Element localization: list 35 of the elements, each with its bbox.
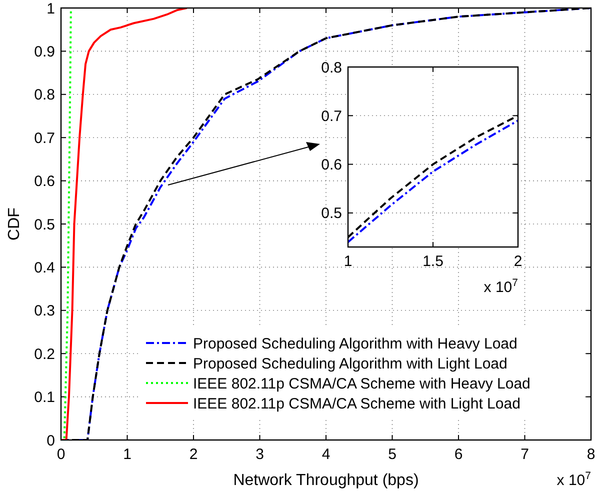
y-tick-label: 0.4 — [34, 259, 55, 276]
y-tick-label: 0.9 — [34, 43, 55, 60]
x-tick-label: 8 — [586, 446, 596, 463]
y-tick-label: 0.7 — [34, 130, 55, 147]
y-tick-label: 0.5 — [321, 205, 342, 222]
y-tick-label: 0.5 — [34, 216, 55, 234]
y-tick-label: 1 — [46, 0, 55, 18]
x-tick-label: 3 — [256, 446, 264, 463]
y-tick-label: 0.7 — [321, 108, 342, 125]
x-tick-label: 4 — [322, 446, 330, 463]
y-tick-label: 0.8 — [34, 86, 55, 104]
x-tick-label: 2 — [189, 446, 198, 463]
x-tick-label: 5 — [388, 446, 396, 463]
y-tick-label: 0 — [46, 432, 55, 450]
x-tick-label: 1.5 — [422, 253, 444, 270]
y-tick-label: 0.1 — [34, 389, 55, 406]
y-tick-label: 0.3 — [34, 302, 55, 320]
legend-label: Proposed Scheduling Algorithm with Heavy Load — [193, 335, 518, 352]
legend-label: Proposed Scheduling Algorithm with Light Load — [193, 355, 508, 372]
y-tick-label: 0.6 — [321, 156, 342, 174]
x-tick-label: 2 — [514, 253, 522, 270]
annotation: x 10$^{7}$ — [484, 277, 518, 296]
line-series — [61, 8, 188, 440]
y-tick-label: 0.8 — [321, 59, 342, 76]
y-axis-title: CDF — [6, 207, 23, 240]
legend-label: IEEE 802.11p CSMA/CA Scheme with Light Load — [193, 395, 520, 412]
x-tick-label: 6 — [454, 446, 463, 463]
x-tick-label: 1 — [123, 446, 132, 463]
x-tick-label: 1 — [344, 253, 352, 270]
y-tick-label: 0.2 — [34, 346, 55, 363]
y-tick-label: 0.6 — [34, 173, 55, 190]
text: x 10$^{7}$ — [556, 470, 592, 489]
legend-label: IEEE 802.11p CSMA/CA Scheme with Heavy Load — [193, 375, 530, 392]
x-axis-title: Network Throughput (bps) — [233, 472, 419, 489]
x-tick-label: 7 — [520, 446, 529, 463]
